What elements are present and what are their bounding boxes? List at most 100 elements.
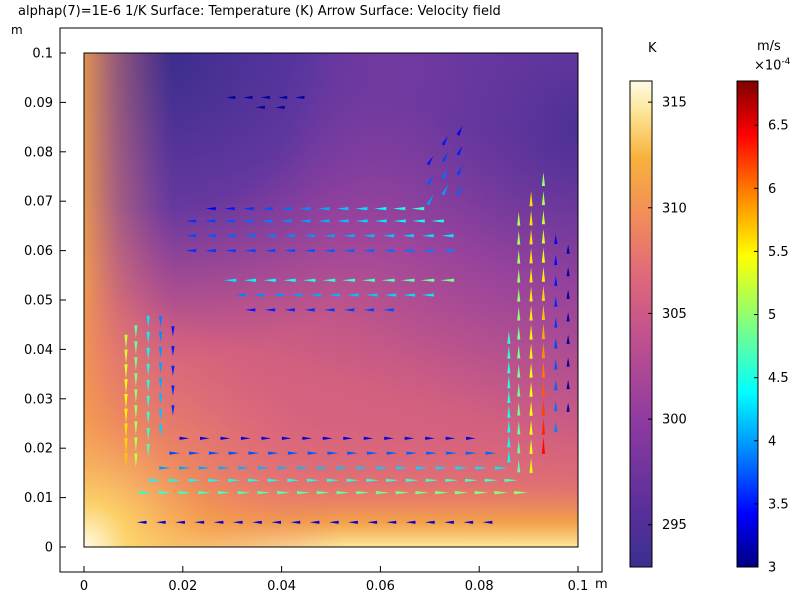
velocity-arrow bbox=[346, 478, 360, 482]
y-tick-label: 0.02 bbox=[24, 442, 53, 457]
velocity-arrow bbox=[295, 95, 305, 100]
velocity-arrow bbox=[386, 478, 399, 482]
velocity-arrow bbox=[213, 520, 224, 524]
velocity-arrow bbox=[296, 491, 311, 495]
velocity-arrow bbox=[507, 420, 511, 433]
velocity-arrow bbox=[541, 228, 546, 244]
velocity-arrow bbox=[566, 312, 570, 322]
velocity-arrow bbox=[272, 293, 284, 297]
temperature-colorbar-unit: K bbox=[648, 41, 657, 56]
velocity-arrow bbox=[442, 249, 454, 253]
velocity-arrow bbox=[277, 95, 288, 100]
colorbar-tick-label: 4 bbox=[768, 434, 776, 449]
velocity-arrow bbox=[124, 438, 128, 454]
velocity-arrow bbox=[299, 219, 311, 223]
velocity-arrow bbox=[405, 478, 419, 482]
velocity-arrow bbox=[529, 400, 533, 416]
velocity-arrow bbox=[247, 478, 261, 482]
velocity-arrow bbox=[386, 520, 397, 524]
velocity-arrow bbox=[566, 267, 570, 277]
velocity-arrow bbox=[494, 466, 508, 470]
velocity-arrow bbox=[554, 400, 558, 412]
velocity-arrow bbox=[373, 207, 387, 211]
velocity-arrow bbox=[299, 207, 311, 211]
velocity-arrow bbox=[287, 451, 299, 455]
x-tick-label: 0.04 bbox=[267, 579, 296, 594]
velocity-arrow bbox=[205, 207, 216, 211]
velocity-arrow bbox=[309, 293, 322, 297]
velocity-arrow bbox=[343, 234, 355, 238]
velocity-arrow bbox=[317, 466, 329, 470]
velocity-colorbar-ticks: 3 3.5 4 4.5 5 5.5 6 6.5 bbox=[754, 119, 789, 576]
y-tick-label: 0 bbox=[45, 541, 53, 556]
velocity-arrow bbox=[384, 293, 397, 297]
y-tick-label: 0.1 bbox=[32, 47, 53, 62]
velocity-arrow bbox=[367, 520, 378, 524]
y-tick-label: 0.04 bbox=[24, 343, 53, 358]
velocity-arrow bbox=[175, 520, 185, 524]
velocity-arrow bbox=[517, 230, 521, 245]
velocity-arrow bbox=[322, 436, 333, 440]
velocity-arrow bbox=[134, 357, 138, 371]
velocity-arrow bbox=[281, 436, 292, 440]
velocity-arrow bbox=[284, 249, 296, 253]
velocity-arrow bbox=[435, 466, 448, 470]
velocity-arrow bbox=[304, 249, 315, 253]
velocity-arrow bbox=[228, 478, 241, 482]
velocity-arrow bbox=[224, 278, 237, 282]
velocity-arrow bbox=[208, 478, 221, 482]
velocity-arrow bbox=[316, 491, 330, 495]
velocity-arrow bbox=[529, 248, 533, 264]
velocity-arrow bbox=[257, 491, 271, 495]
y-tick-label: 0.08 bbox=[24, 145, 53, 160]
velocity-arrow bbox=[441, 168, 448, 179]
velocity-arrow bbox=[234, 293, 246, 297]
velocity-arrow bbox=[134, 453, 138, 468]
velocity-arrow bbox=[517, 287, 521, 302]
velocity-arrow bbox=[424, 520, 435, 524]
velocity-arrow bbox=[158, 316, 163, 328]
velocity-arrow bbox=[566, 244, 570, 254]
velocity-arrow bbox=[328, 293, 340, 297]
velocity-arrow bbox=[475, 466, 488, 470]
velocity-arrow bbox=[517, 363, 521, 378]
velocity-arrow bbox=[393, 219, 406, 223]
velocity-arrow bbox=[323, 234, 335, 238]
velocity-arrow bbox=[529, 324, 533, 340]
velocity-arrow bbox=[411, 207, 425, 211]
velocity-arrow bbox=[171, 365, 175, 377]
velocity-arrow bbox=[401, 278, 415, 282]
velocity-arrow bbox=[517, 421, 521, 435]
velocity-arrow bbox=[198, 466, 211, 470]
velocity-arrow bbox=[445, 436, 456, 440]
velocity-arrow bbox=[146, 379, 150, 393]
velocity-arrow bbox=[396, 466, 409, 470]
velocity-arrow bbox=[260, 95, 270, 100]
velocity-arrow bbox=[347, 451, 358, 455]
velocity-arrow bbox=[264, 249, 276, 253]
velocity-arrow bbox=[124, 423, 128, 439]
velocity-arrow bbox=[554, 234, 558, 245]
velocity-arrow bbox=[541, 304, 546, 320]
velocity-arrow bbox=[134, 373, 138, 387]
velocity-arrow bbox=[517, 211, 521, 226]
velocity-arrow bbox=[264, 308, 276, 312]
velocity-arrow bbox=[529, 343, 533, 359]
velocity-arrow bbox=[146, 395, 150, 409]
velocity-arrow bbox=[280, 219, 292, 223]
velocity-arrow bbox=[494, 491, 509, 495]
velocity-arrow bbox=[415, 466, 428, 470]
y-tick-label: 0.03 bbox=[24, 392, 53, 407]
velocity-arrow bbox=[366, 478, 380, 482]
velocity-arrow bbox=[365, 293, 378, 297]
velocity-arrow bbox=[280, 207, 292, 211]
velocity-arrow bbox=[146, 331, 150, 344]
colorbar-tick-label: 4.5 bbox=[768, 371, 789, 386]
velocity-arrow bbox=[517, 325, 521, 340]
velocity-arrow bbox=[245, 308, 256, 312]
velocity-arrow bbox=[484, 478, 498, 482]
velocity-arrow bbox=[264, 234, 276, 238]
velocity-colorbar bbox=[736, 80, 759, 568]
velocity-arrow bbox=[124, 349, 128, 364]
velocity-arrow bbox=[382, 234, 395, 238]
